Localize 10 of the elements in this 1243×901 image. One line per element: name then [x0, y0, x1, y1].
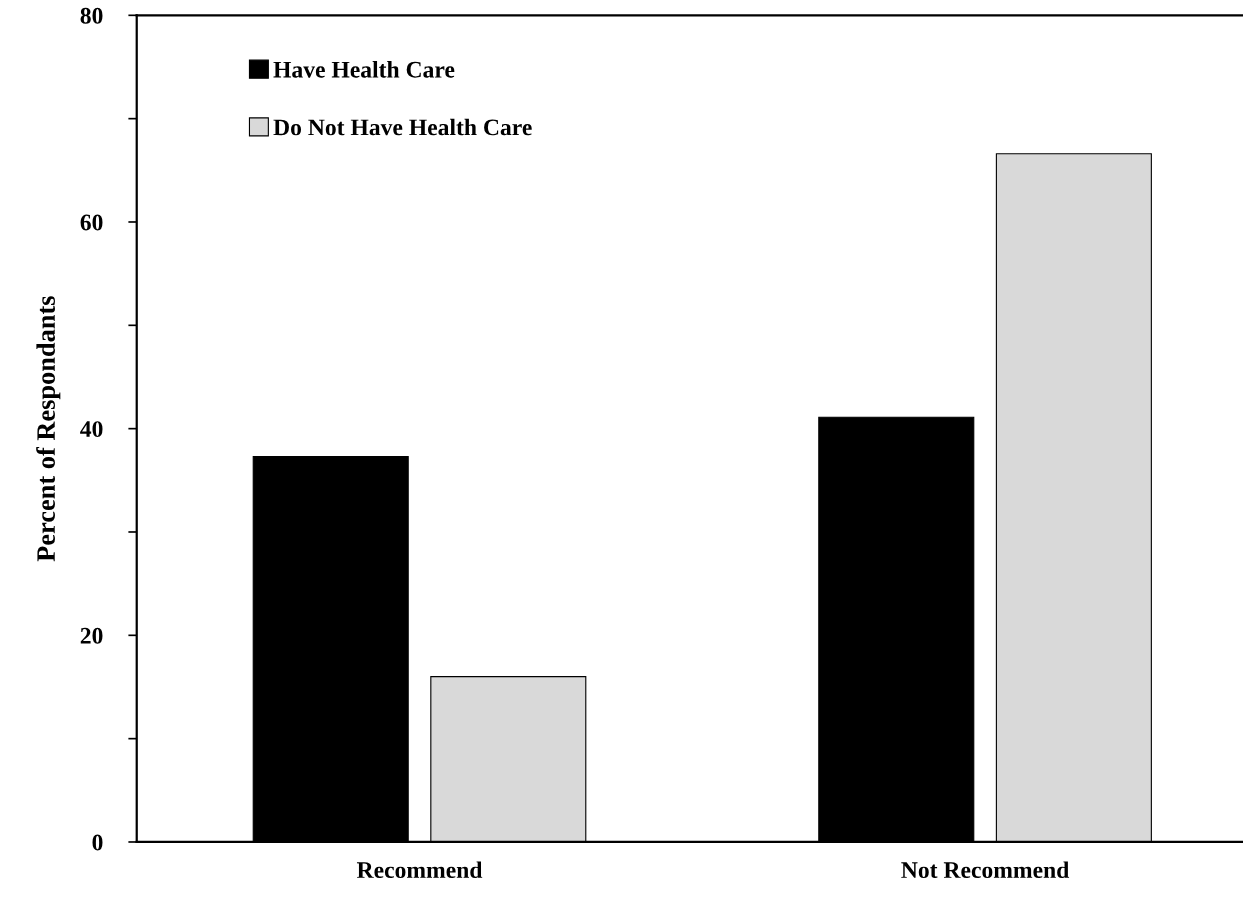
y-tick-label: 80	[80, 7, 103, 24]
y-axis-title: Percent of Respondants	[36, 296, 61, 562]
y-tick-label: 20	[80, 627, 103, 644]
legend-label: Have Health Care	[273, 61, 455, 78]
y-tick-label: 40	[80, 421, 103, 438]
x-tick-label: Recommend	[356, 861, 483, 879]
x-tick-label: Not Recommend	[901, 861, 1070, 879]
y-tick-label: 60	[80, 214, 103, 231]
legend-label: Do Not Have Health Care	[273, 118, 532, 136]
y-tick-label: 0	[92, 834, 103, 851]
